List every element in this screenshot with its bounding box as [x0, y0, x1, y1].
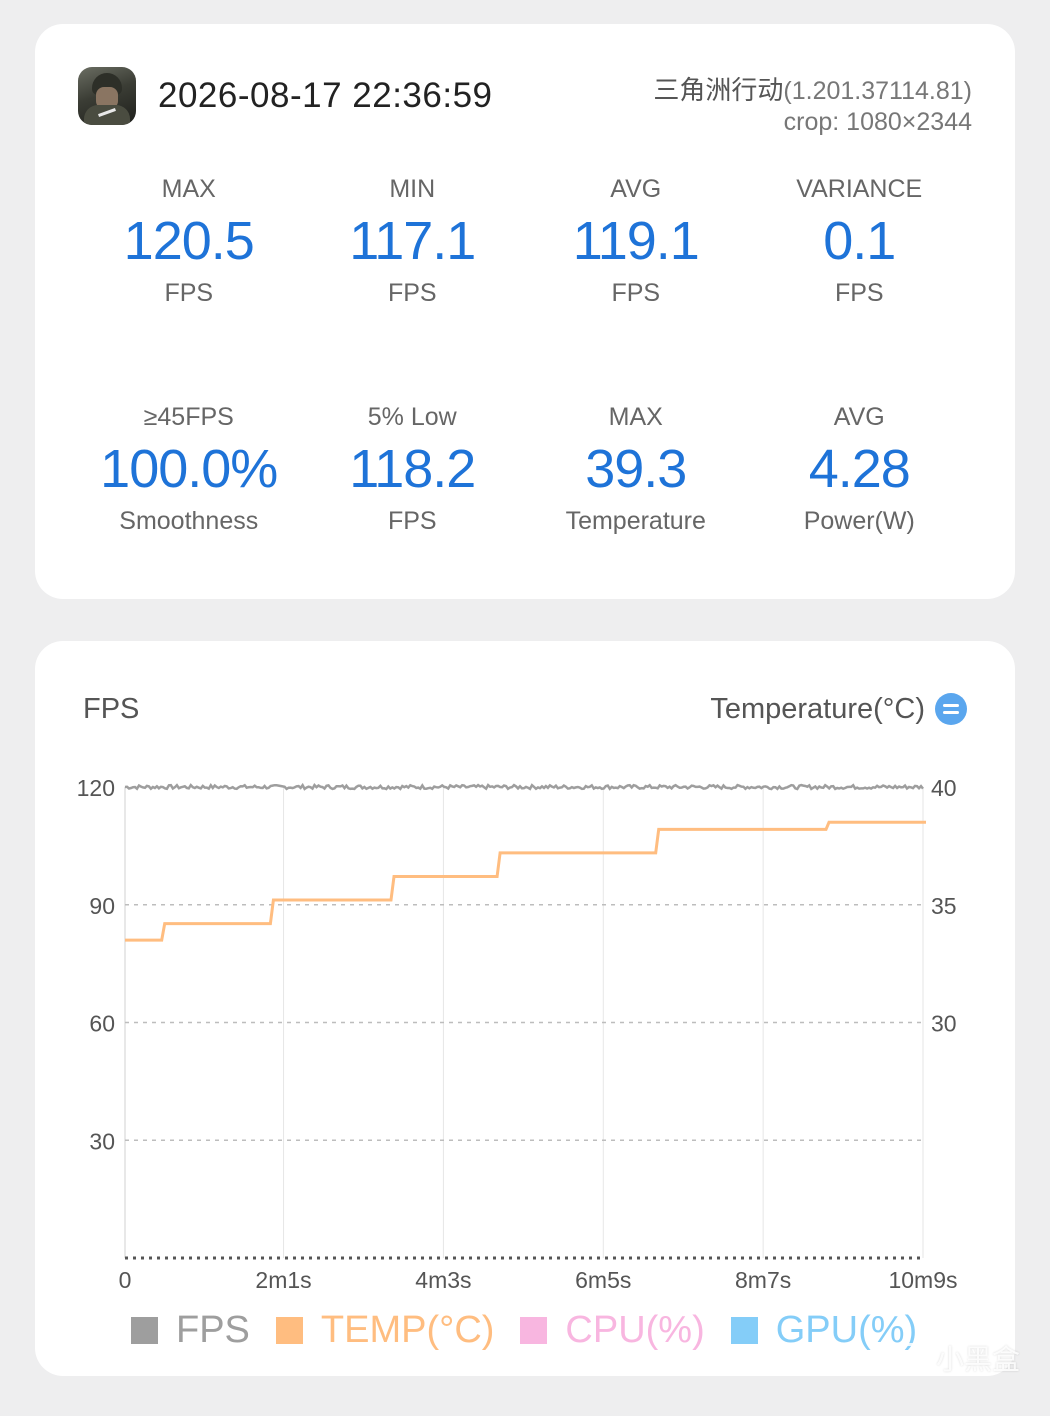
x-tick-label: 0: [119, 1267, 132, 1293]
swap-axis-icon[interactable]: [935, 693, 967, 725]
chart-legend: FPS TEMP(°C) CPU(%) GPU(%): [131, 1309, 943, 1352]
x-tick-label: 6m5s: [575, 1267, 631, 1293]
x-tick-label: 8m7s: [735, 1267, 791, 1293]
crop-info: crop: 1080×2344: [783, 108, 972, 136]
summary-card: 2026-08-17 22:36:59 三角洲行动(1.201.37114.81…: [35, 24, 1015, 599]
stat-smoothness: ≥45FPS 100.0% Smoothness: [77, 402, 301, 536]
stat-max-fps: MAX 120.5 FPS: [77, 174, 301, 308]
stat-label: 5% Low: [367, 403, 457, 431]
legend-swatch-fps: [131, 1317, 158, 1344]
stat-avg-fps: AVG 119.1 FPS: [524, 174, 748, 308]
chart-left-axis-title: FPS: [83, 693, 140, 725]
stat-value: 0.1: [823, 211, 896, 271]
game-info: 三角洲行动(1.201.37114.81): [653, 70, 972, 107]
watermark: 小黑盒: [899, 1338, 1020, 1378]
stat-variance: VARIANCE 0.1 FPS: [748, 174, 972, 308]
legend-swatch-temp: [275, 1317, 303, 1344]
legend-label-cpu: CPU(%): [565, 1309, 705, 1351]
stat-value: 39.3: [585, 439, 687, 499]
stat-max-temperature: MAX 39.3 Temperature: [524, 402, 748, 536]
stat-unit: Temperature: [565, 507, 706, 535]
stat-label: AVG: [610, 175, 662, 203]
stat-value: 117.1: [349, 211, 476, 271]
stat-value: 100.0%: [100, 439, 278, 499]
legend-label-gpu: GPU(%): [775, 1309, 918, 1351]
chart-card: FPS Temperature(°C) 30 60 90 120 30 35 40 0 2m1s…: [35, 641, 1015, 1376]
stat-unit: FPS: [164, 279, 214, 307]
stat-value: 120.5: [123, 211, 255, 271]
legend-item-gpu[interactable]: GPU(%): [730, 1309, 918, 1352]
stats-row-primary: MAX 120.5 FPS MIN 117.1 FPS AVG 119.1 FP…: [77, 174, 971, 308]
stat-label: MAX: [161, 175, 216, 203]
legend-item-cpu[interactable]: CPU(%): [520, 1309, 705, 1352]
stat-value: 118.2: [349, 439, 476, 499]
stat-label: VARIANCE: [796, 175, 923, 203]
chart-right-axis-title: Temperature(°C): [710, 693, 925, 725]
session-datetime: 2026-08-17 22:36:59: [158, 76, 493, 115]
legend-item-fps[interactable]: FPS: [131, 1309, 250, 1352]
x-tick-label: 4m3s: [415, 1267, 471, 1293]
y2-tick-label: 30: [931, 1011, 957, 1037]
y2-tick-label: 40: [931, 775, 957, 801]
stats-row-secondary: ≥45FPS 100.0% Smoothness 5% Low 118.2 FP…: [77, 402, 971, 536]
y2-tick-label: 35: [931, 893, 957, 919]
stat-min-fps: MIN 117.1 FPS: [301, 174, 525, 308]
watermark-logo-icon: [899, 1343, 930, 1373]
stat-5pct-low: 5% Low 118.2 FPS: [301, 402, 525, 536]
stat-unit: Smoothness: [119, 507, 259, 535]
x-tick-label: 2m1s: [255, 1267, 311, 1293]
stat-label: MIN: [389, 175, 436, 203]
stat-value: 119.1: [572, 211, 700, 271]
y-tick-label: 60: [89, 1011, 115, 1037]
stat-label: AVG: [833, 403, 885, 431]
stat-unit: FPS: [611, 279, 661, 307]
legend-item-temp[interactable]: TEMP(°C): [275, 1309, 495, 1352]
y-tick-label: 90: [89, 893, 115, 919]
stat-label: MAX: [608, 403, 663, 431]
y-tick-label: 30: [89, 1128, 115, 1154]
stat-avg-power: AVG 4.28 Power(W): [748, 402, 972, 536]
stat-value: 4.28: [808, 439, 911, 499]
legend-label-temp: TEMP(°C): [320, 1309, 495, 1351]
stat-unit: Power(W): [803, 507, 915, 535]
x-tick-label: 10m9s: [888, 1267, 957, 1293]
watermark-text: 小黑盒: [935, 1344, 1020, 1375]
y-tick-label: 120: [77, 775, 115, 801]
series-fps-line: [124, 782, 924, 791]
legend-swatch-gpu: [730, 1317, 758, 1344]
game-icon: [78, 67, 136, 125]
game-name: 三角洲行动: [653, 75, 784, 105]
game-version: (1.201.37114.81): [783, 77, 972, 105]
stat-unit: FPS: [387, 279, 437, 307]
legend-label-fps: FPS: [176, 1309, 250, 1351]
stat-unit: FPS: [834, 279, 884, 307]
stat-unit: FPS: [387, 507, 437, 535]
performance-chart: 30 60 90 120 30 35 40 0 2m1s 4m3s 6m5s 8m7s 10m9s: [77, 775, 958, 1293]
series-temp-line: [125, 820, 926, 942]
legend-swatch-cpu: [520, 1317, 548, 1344]
stat-label: ≥45FPS: [143, 403, 234, 431]
